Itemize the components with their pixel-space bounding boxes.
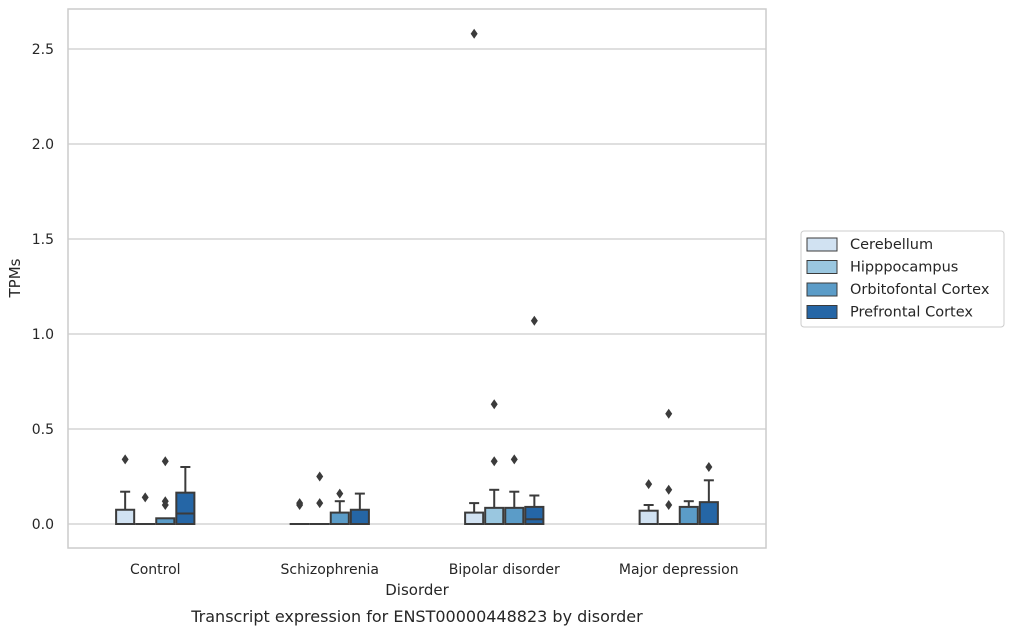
outlier-point — [121, 454, 129, 465]
outlier-point — [316, 498, 324, 509]
box-group — [135, 492, 156, 526]
outlier-point — [665, 500, 673, 510]
box-layer — [115, 28, 719, 526]
y-tick-label: 0.0 — [32, 517, 54, 533]
x-tick-label: Schizophrenia — [281, 562, 379, 578]
box-group — [698, 462, 719, 525]
figure-caption: Transcript expression for ENST0000044882… — [190, 607, 643, 626]
outlier-point — [470, 28, 478, 39]
outlier-point — [336, 488, 344, 499]
box-group — [329, 488, 350, 525]
box-group — [349, 492, 370, 525]
outlier-point — [490, 456, 498, 467]
legend-label: Orbitofontal Cortex — [850, 282, 990, 298]
box-group — [504, 454, 525, 526]
outlier-point — [645, 479, 653, 490]
box — [484, 506, 505, 526]
legend: Cerebellum Hipppocampus Orbitofontal Corte… — [800, 230, 1005, 328]
legend-swatch — [806, 237, 838, 252]
outlier-point — [141, 492, 149, 503]
y-tick-label: 1.0 — [32, 327, 54, 343]
box-group — [524, 315, 545, 525]
outlier-point — [530, 315, 538, 326]
x-tick-label: Major depression — [619, 562, 739, 578]
box — [464, 511, 485, 525]
legend-swatch — [806, 305, 838, 319]
legend-swatch — [806, 282, 838, 297]
outlier-point — [665, 408, 673, 419]
box-group — [175, 466, 196, 525]
y-tick-labels: 0.0 0.5 1.0 1.5 2.0 2.5 — [32, 42, 54, 533]
box — [638, 509, 659, 526]
outlier-point — [296, 498, 304, 509]
box — [349, 508, 370, 525]
outlier-point — [665, 484, 673, 495]
box-group — [678, 500, 699, 525]
box-group — [309, 471, 330, 526]
outlier-point — [705, 462, 713, 472]
outlier-point — [161, 456, 169, 467]
outlier-point — [316, 471, 324, 482]
box-group — [115, 454, 136, 525]
legend-label: Hipppocampus — [850, 260, 958, 276]
box — [698, 501, 719, 525]
box — [115, 508, 136, 525]
legend-frame — [800, 230, 1005, 328]
box — [524, 505, 545, 525]
plot-frame — [67, 8, 767, 549]
box — [329, 511, 350, 525]
box-group — [658, 408, 679, 526]
outlier-point — [490, 399, 498, 410]
x-tick-labels: Control Schizophrenia Bipolar disorder Majo… — [130, 562, 739, 578]
box-group — [289, 498, 310, 526]
y-tick-label: 1.5 — [32, 232, 54, 248]
x-axis-label: Disorder — [385, 581, 449, 599]
legend-swatch — [806, 260, 838, 274]
legend-label: Cerebellum — [850, 237, 933, 253]
x-tick-label: Control — [130, 562, 181, 578]
y-tick-label: 0.5 — [32, 422, 54, 438]
outlier-point — [161, 496, 169, 507]
y-tick-label: 2.0 — [32, 137, 54, 153]
box — [175, 491, 196, 525]
box-group — [155, 456, 176, 525]
legend-label: Prefrontal Cortex — [850, 305, 973, 321]
box-group — [464, 28, 485, 525]
x-tick-label: Bipolar disorder — [449, 562, 560, 578]
outlier-point — [510, 454, 518, 465]
box-group — [484, 399, 505, 526]
box-group — [638, 479, 659, 526]
box — [678, 505, 699, 525]
box — [504, 506, 525, 526]
y-tick-label: 2.5 — [32, 42, 54, 58]
y-axis-label: TPMs — [6, 258, 24, 298]
